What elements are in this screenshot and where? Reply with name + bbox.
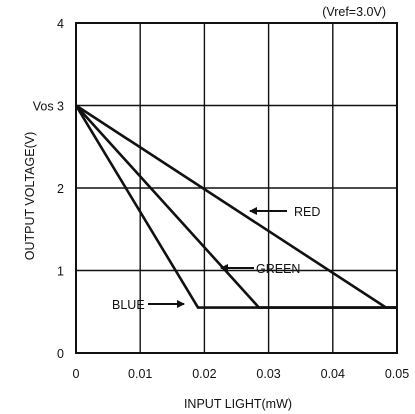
y-tick-label: 4 — [57, 17, 64, 31]
y-tick-label: 1 — [57, 265, 64, 279]
y-tick-label: 2 — [57, 182, 64, 196]
series-labels: RED GREEN BLUE — [112, 205, 320, 312]
x-tick-label: 0.03 — [256, 367, 280, 381]
x-tick-label: 0.04 — [321, 367, 345, 381]
x-tick-label: 0 — [73, 367, 80, 381]
vref-annotation: (Vref=3.0V) — [322, 5, 386, 19]
series-lines — [74, 104, 397, 309]
x-tick-label: 0.02 — [192, 367, 216, 381]
grid — [76, 23, 397, 353]
y-tick-label: Vos 3 — [33, 100, 64, 114]
x-axis-label: INPUT LIGHT(mW) — [184, 397, 292, 411]
series-line-blue — [74, 104, 397, 309]
green-series-label: GREEN — [256, 262, 300, 276]
plot-frame — [75, 22, 398, 354]
red-series-label: RED — [294, 205, 320, 219]
x-tick-label: 0.01 — [128, 367, 152, 381]
blue-series-label: BLUE — [112, 298, 145, 312]
x-tick-label: 0.05 — [385, 367, 409, 381]
y-axis-label: OUTPUT VOLTAGE(V) — [23, 132, 37, 261]
series-line-red — [75, 104, 397, 309]
y-tick-label: 0 — [57, 347, 64, 361]
tick-labels: 0 0.01 0.02 0.03 0.04 0.05 0 1 2 Vos 3 4 — [33, 17, 409, 381]
